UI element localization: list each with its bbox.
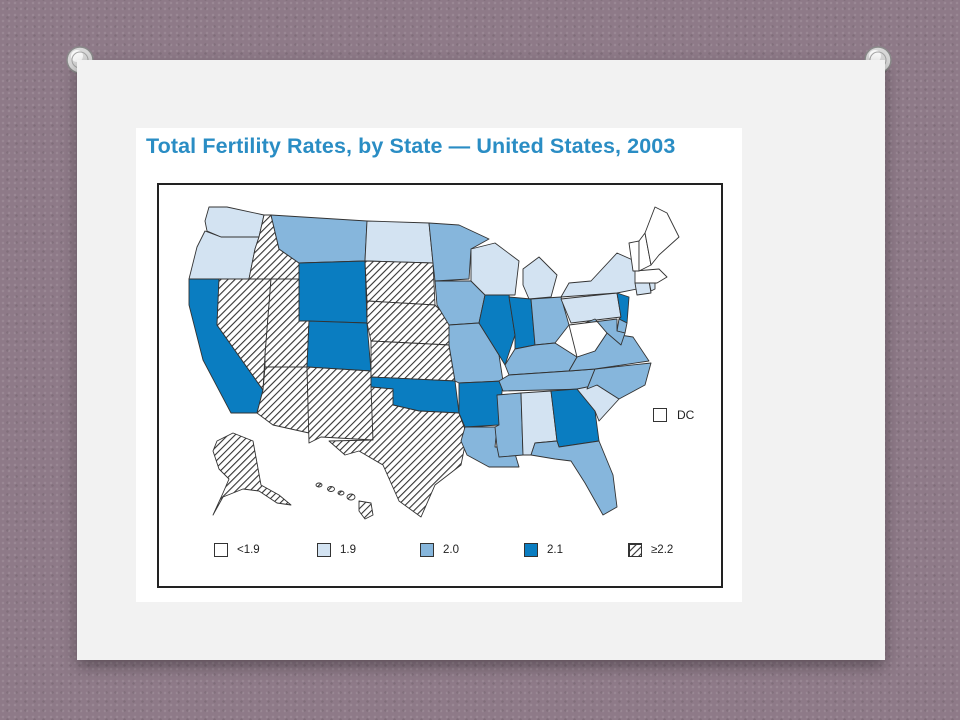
state-WA[interactable] [204, 206, 265, 238]
state-MN[interactable] [428, 222, 490, 282]
legend-item-1-9: 1.9 [317, 543, 356, 557]
dc-swatch [653, 408, 667, 422]
fertility-map-figure: Total Fertility Rates, by State — United… [136, 128, 742, 602]
state-OR[interactable] [188, 230, 260, 280]
legend-swatch [214, 543, 228, 557]
state-NY[interactable] [560, 252, 638, 298]
legend-label: 2.0 [443, 544, 459, 556]
legend-swatch [524, 543, 538, 557]
legend-label: 1.9 [340, 544, 356, 556]
state-MS[interactable] [494, 392, 524, 458]
state-WI[interactable] [470, 242, 520, 296]
legend: <1.9 1.9 2.0 2.1 ≥2.2 [214, 543, 684, 563]
state-KS[interactable] [370, 340, 456, 382]
legend-label: ≥2.2 [651, 544, 674, 556]
state-ME[interactable] [644, 206, 680, 266]
state-WY[interactable] [298, 260, 368, 324]
dc-label: DC [677, 408, 695, 422]
us-states-map [188, 206, 680, 520]
legend-swatch-hatched [628, 543, 642, 557]
legend-swatch [420, 543, 434, 557]
state-TX[interactable] [328, 386, 468, 518]
state-MD[interactable] [584, 318, 626, 346]
legend-item-2-0: 2.0 [420, 543, 459, 557]
state-SD[interactable] [364, 260, 436, 306]
legend-item-2-1: 2.1 [524, 543, 563, 557]
state-NM[interactable] [306, 366, 374, 444]
legend-label: <1.9 [237, 544, 260, 556]
state-ND[interactable] [364, 220, 434, 264]
state-AK[interactable] [212, 432, 292, 516]
state-MA[interactable] [634, 268, 668, 284]
figure-title: Total Fertility Rates, by State — United… [146, 134, 676, 158]
state-HI[interactable] [315, 482, 374, 520]
legend-label: 2.1 [547, 544, 563, 556]
state-AR[interactable] [458, 380, 504, 428]
map-frame: DC <1.9 1.9 2.0 2.1 ≥ [157, 183, 723, 588]
legend-item-ge22: ≥2.2 [628, 543, 673, 557]
state-MI[interactable] [522, 256, 558, 300]
state-FL[interactable] [530, 440, 618, 516]
legend-item-lt19: <1.9 [214, 543, 260, 557]
legend-swatch [317, 543, 331, 557]
state-PA[interactable] [560, 292, 622, 324]
state-CO[interactable] [306, 320, 372, 372]
dc-key: DC [653, 408, 694, 422]
state-AZ[interactable] [256, 366, 310, 434]
state-OH[interactable] [530, 296, 570, 346]
